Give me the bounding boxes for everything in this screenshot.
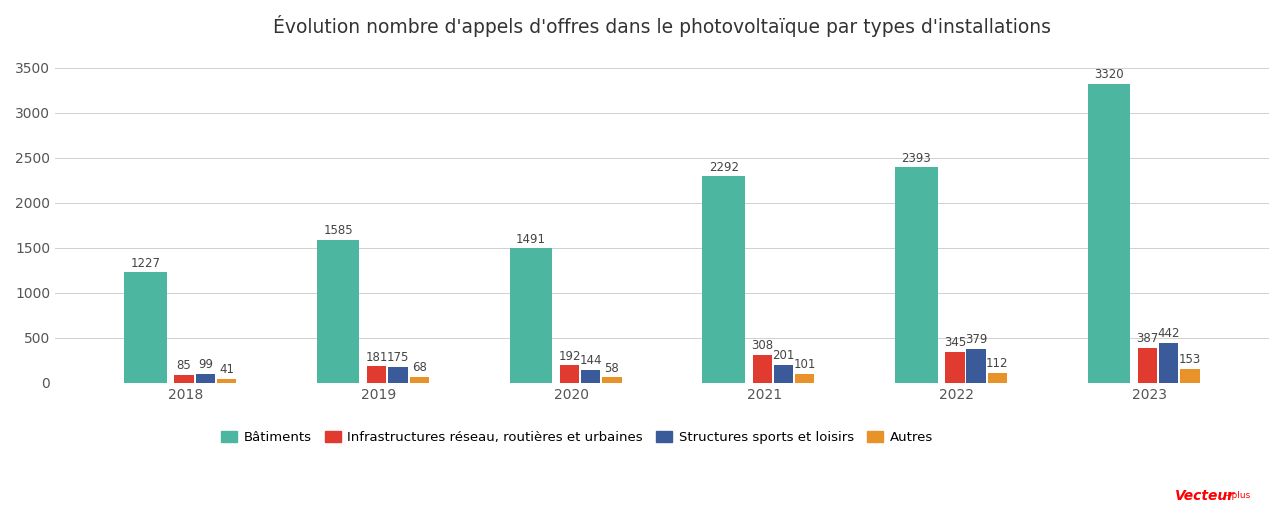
Bar bbox=[1138, 348, 1157, 382]
Text: 85: 85 bbox=[177, 359, 191, 373]
Text: 144: 144 bbox=[579, 354, 602, 367]
Text: Vecteur: Vecteur bbox=[1175, 489, 1235, 503]
Text: 387: 387 bbox=[1136, 332, 1158, 345]
Text: 3320: 3320 bbox=[1094, 68, 1124, 81]
Text: 58: 58 bbox=[605, 362, 619, 375]
Bar bbox=[367, 366, 386, 382]
Bar bbox=[774, 365, 794, 382]
Text: 1491: 1491 bbox=[516, 233, 546, 246]
Bar bbox=[967, 349, 986, 382]
Bar bbox=[795, 374, 814, 382]
Bar bbox=[702, 177, 745, 382]
Legend: Bâtiments, Infrastructures réseau, routières et urbaines, Structures sports et l: Bâtiments, Infrastructures réseau, routi… bbox=[216, 426, 937, 449]
Text: 153: 153 bbox=[1179, 353, 1201, 366]
Text: 379: 379 bbox=[964, 333, 987, 346]
Bar bbox=[1180, 369, 1199, 382]
Bar bbox=[317, 240, 360, 382]
Bar bbox=[217, 379, 236, 382]
Text: 175: 175 bbox=[386, 351, 410, 364]
Text: 345: 345 bbox=[944, 336, 966, 349]
Title: Évolution nombre d'appels d'offres dans le photovoltaïque par types d'installati: Évolution nombre d'appels d'offres dans … bbox=[273, 15, 1052, 37]
Bar bbox=[510, 249, 552, 382]
Text: 192: 192 bbox=[559, 350, 580, 363]
Bar bbox=[125, 272, 167, 382]
Bar bbox=[388, 367, 407, 382]
Bar bbox=[945, 352, 964, 382]
Text: +plus: +plus bbox=[1224, 491, 1249, 500]
Bar bbox=[1159, 343, 1179, 382]
Bar bbox=[582, 370, 601, 382]
Bar bbox=[195, 374, 214, 382]
Text: 1227: 1227 bbox=[131, 257, 160, 270]
Text: 1585: 1585 bbox=[324, 225, 353, 238]
Text: 181: 181 bbox=[366, 351, 388, 364]
Text: 201: 201 bbox=[772, 349, 795, 362]
Bar bbox=[560, 365, 579, 382]
Bar bbox=[987, 373, 1007, 382]
Text: 101: 101 bbox=[794, 358, 815, 371]
Text: 41: 41 bbox=[220, 364, 234, 377]
Text: 99: 99 bbox=[198, 358, 213, 371]
Bar bbox=[752, 355, 772, 382]
Bar bbox=[1088, 84, 1130, 382]
Bar bbox=[602, 377, 621, 382]
Text: 308: 308 bbox=[751, 339, 773, 352]
Bar bbox=[895, 167, 937, 382]
Bar bbox=[175, 375, 194, 382]
Bar bbox=[410, 377, 429, 382]
Text: 442: 442 bbox=[1158, 327, 1180, 340]
Text: 2393: 2393 bbox=[901, 152, 931, 165]
Text: 112: 112 bbox=[986, 357, 1008, 370]
Text: 68: 68 bbox=[412, 361, 426, 374]
Text: 2292: 2292 bbox=[709, 161, 738, 174]
